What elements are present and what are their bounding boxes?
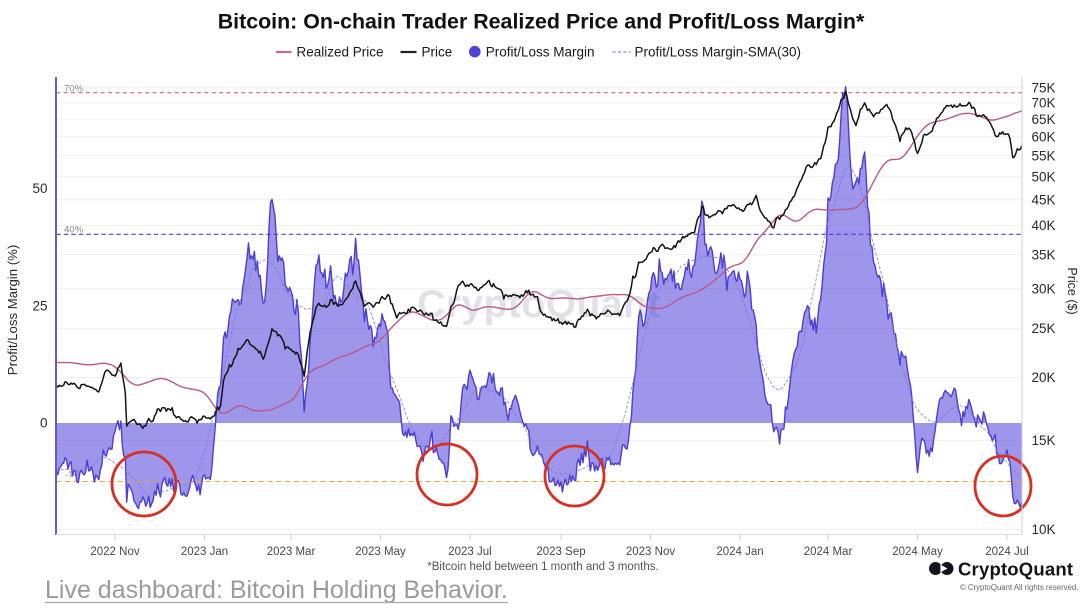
svg-text:35K: 35K [1032, 248, 1056, 263]
svg-text:Live dashboard: Bitcoin Holdin: Live dashboard: Bitcoin Holding Behavior… [45, 576, 508, 604]
svg-text:40%: 40% [64, 225, 84, 236]
svg-text:20K: 20K [1032, 370, 1056, 385]
svg-text:15K: 15K [1032, 433, 1056, 448]
svg-text:2023 Sep: 2023 Sep [536, 546, 585, 558]
svg-text:2023 Nov: 2023 Nov [626, 546, 675, 558]
svg-text:45K: 45K [1032, 192, 1056, 207]
svg-text:2024 Jul: 2024 Jul [985, 546, 1028, 558]
svg-text:55K: 55K [1032, 148, 1056, 163]
svg-text:75K: 75K [1032, 80, 1056, 95]
svg-text:2023 Mar: 2023 Mar [267, 546, 316, 558]
svg-text:2024 May: 2024 May [892, 546, 943, 558]
svg-text:2023 Jan: 2023 Jan [181, 546, 228, 558]
svg-text:Price: Price [422, 45, 453, 60]
svg-text:70K: 70K [1032, 96, 1056, 111]
svg-text:25: 25 [32, 299, 47, 314]
svg-text:2024 Jan: 2024 Jan [716, 546, 763, 558]
svg-text:25K: 25K [1032, 321, 1056, 336]
svg-text:40K: 40K [1032, 218, 1056, 233]
svg-text:60K: 60K [1032, 129, 1056, 144]
svg-text:0: 0 [40, 416, 48, 431]
svg-text:65K: 65K [1032, 112, 1056, 127]
svg-text:2022 Nov: 2022 Nov [90, 546, 139, 558]
svg-text:30K: 30K [1032, 281, 1056, 296]
svg-text:Profit/Loss Margin (%): Profit/Loss Margin (%) [5, 245, 20, 375]
svg-text:CryptoQuant: CryptoQuant [958, 559, 1073, 580]
svg-text:© CryptoQuant All rights reser: © CryptoQuant All rights reserved. [960, 583, 1078, 592]
svg-text:Realized Price: Realized Price [297, 45, 384, 60]
svg-text:Bitcoin: On-chain Trader Reali: Bitcoin: On-chain Trader Realized Price … [218, 10, 865, 34]
svg-text:*Bitcoin held between 1 month: *Bitcoin held between 1 month and 3 mont… [427, 561, 658, 573]
svg-text:Profit/Loss Margin: Profit/Loss Margin [486, 45, 595, 60]
svg-text:2023 May: 2023 May [355, 546, 406, 558]
svg-text:Profit/Loss Margin-SMA(30): Profit/Loss Margin-SMA(30) [635, 45, 802, 60]
svg-text:50: 50 [32, 181, 47, 196]
svg-text:10K: 10K [1032, 522, 1056, 537]
svg-text:50K: 50K [1032, 169, 1056, 184]
svg-text:2024 Mar: 2024 Mar [804, 546, 853, 558]
svg-text:70%: 70% [64, 84, 84, 95]
svg-text:2023 Jul: 2023 Jul [448, 546, 491, 558]
svg-text:Price ($): Price ($) [1065, 267, 1079, 314]
